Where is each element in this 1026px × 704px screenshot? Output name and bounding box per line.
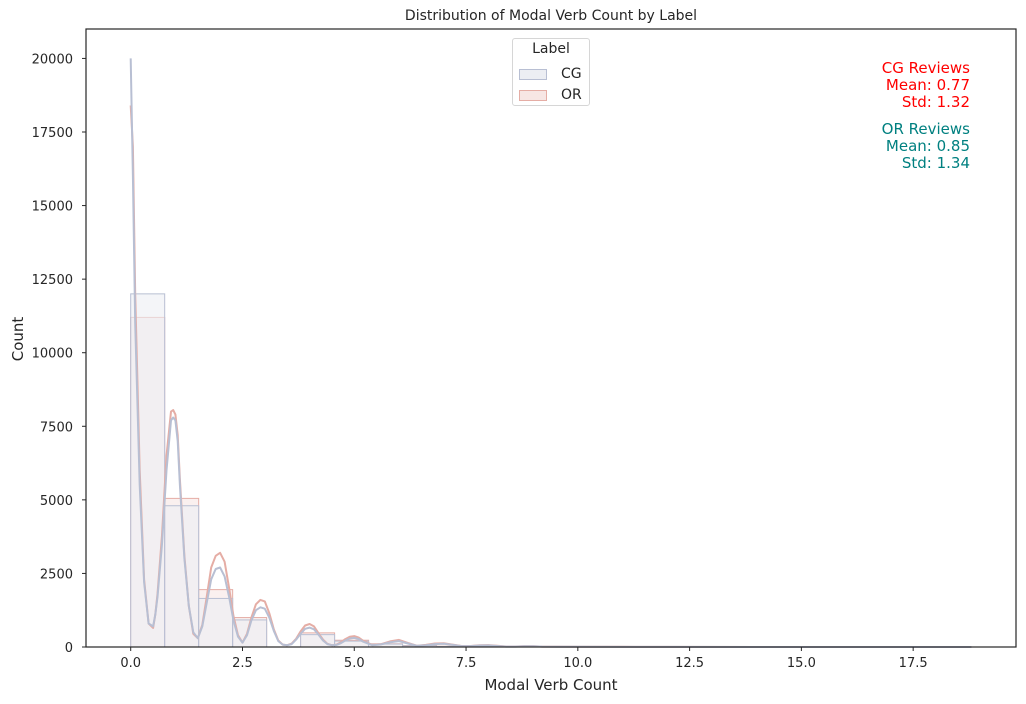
x-tick-label: 2.5 xyxy=(232,656,253,671)
kde-line-or xyxy=(129,105,972,648)
cg-stats-std: Std: 1.32 xyxy=(901,93,970,111)
y-tick-label: 20000 xyxy=(32,52,73,67)
legend-item-or: OR xyxy=(519,86,582,104)
y-tick-label: 0 xyxy=(65,641,73,656)
x-tick-label: 15.0 xyxy=(787,656,816,671)
chart-title: Distribution of Modal Verb Count by Labe… xyxy=(404,8,698,24)
y-tick-label: 12500 xyxy=(32,273,73,288)
legend: Label CG OR xyxy=(512,38,590,106)
cg-stats-annotation: CG Reviews Mean: 0.77 Std: 1.32 xyxy=(882,60,970,111)
x-tick-label: 0.0 xyxy=(120,656,141,671)
legend-title: Label xyxy=(532,41,570,57)
legend-label-cg: CG xyxy=(561,66,582,82)
or-stats-mean: Mean: 0.85 xyxy=(885,137,970,155)
y-tick-label: 2500 xyxy=(40,567,73,582)
x-tick-label: 7.5 xyxy=(456,656,477,671)
y-tick-label: 5000 xyxy=(40,494,73,509)
y-axis-label: Count xyxy=(9,316,27,362)
y-tick-label: 17500 xyxy=(32,126,73,141)
or-stats-annotation: OR Reviews Mean: 0.85 Std: 1.34 xyxy=(882,121,970,172)
legend-label-or: OR xyxy=(561,87,582,103)
kde-line-cg xyxy=(129,58,972,648)
y-tick-label: 10000 xyxy=(32,347,73,362)
x-tick-label: 5.0 xyxy=(344,656,365,671)
cg-stats-title: CG Reviews xyxy=(881,59,970,77)
x-tick-label: 12.5 xyxy=(675,656,704,671)
x-tick-label: 10.0 xyxy=(563,656,592,671)
x-axis-label: Modal Verb Count xyxy=(484,676,618,694)
legend-swatch-cg xyxy=(519,68,547,80)
or-stats-std: Std: 1.34 xyxy=(901,154,970,172)
y-axis-ticks: 0 2500 5000 7500 10000 12500 15000 17500 20000 xyxy=(32,52,86,656)
y-tick-label: 7500 xyxy=(40,420,73,435)
legend-item-cg: CG xyxy=(519,65,582,83)
x-axis-ticks: 0.0 2.5 5.0 7.5 10.0 12.5 15.0 17.5 xyxy=(120,647,928,671)
or-stats-title: OR Reviews xyxy=(881,120,970,138)
legend-swatch-or xyxy=(519,89,547,101)
x-tick-label: 17.5 xyxy=(899,656,928,671)
histogram-bars xyxy=(130,293,607,648)
kde-curves xyxy=(129,58,972,648)
y-tick-label: 15000 xyxy=(32,200,73,215)
cg-stats-mean: Mean: 0.77 xyxy=(885,76,970,94)
plot-frame xyxy=(85,28,1017,648)
